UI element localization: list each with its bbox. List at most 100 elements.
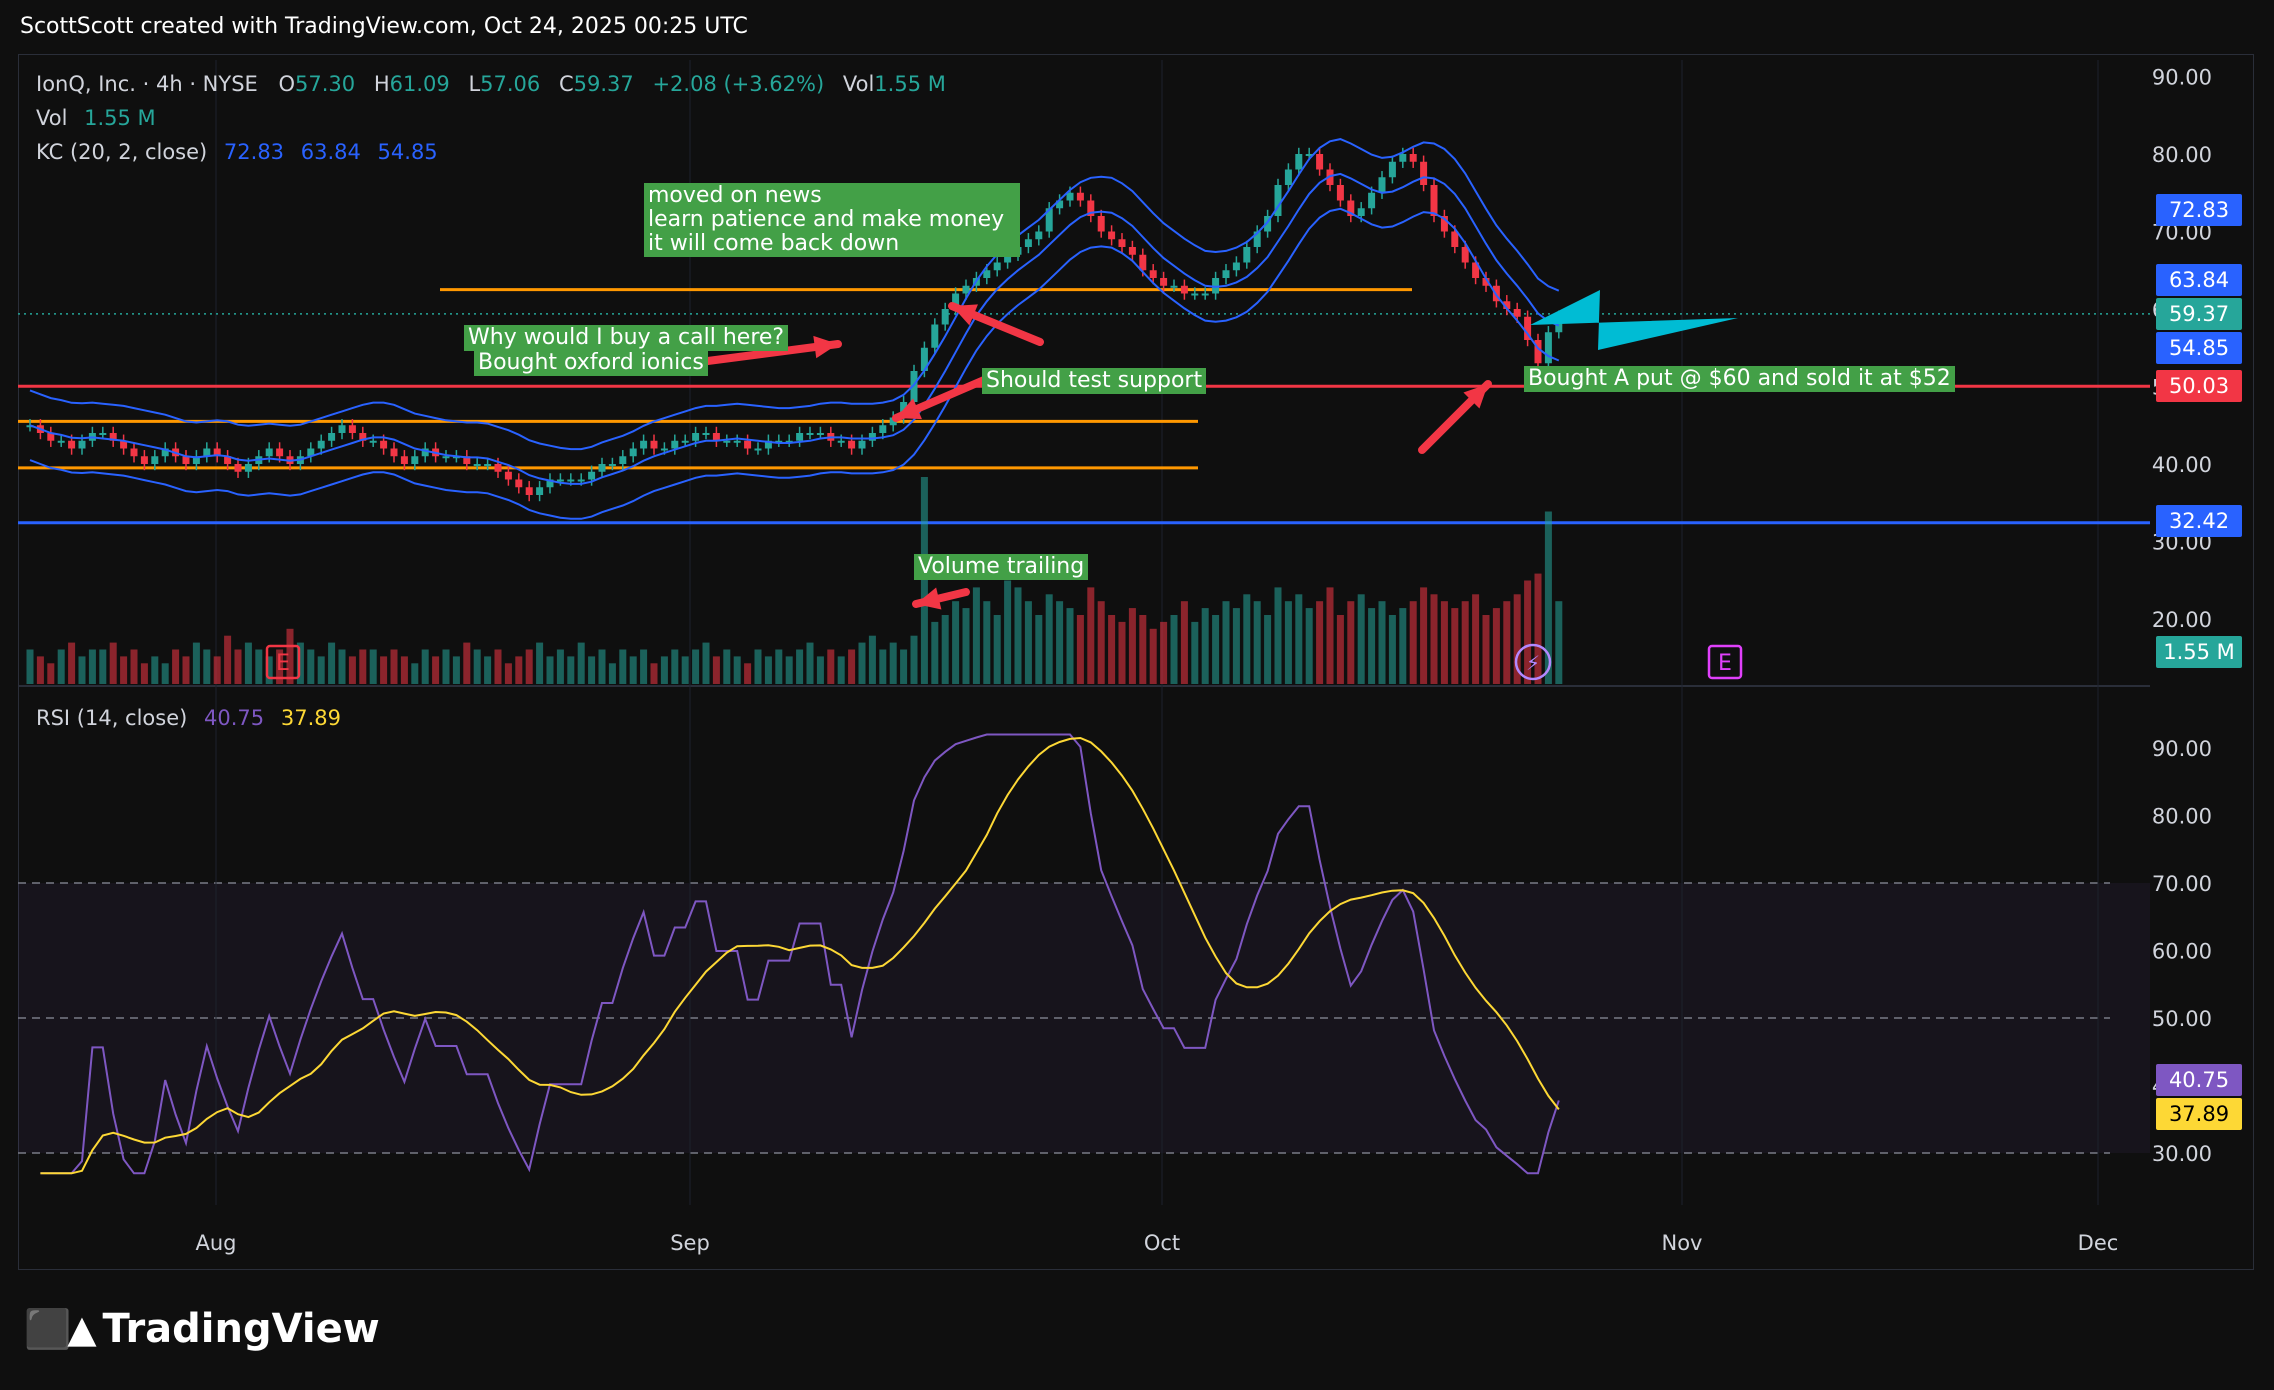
candle-body — [837, 440, 845, 443]
candle-body — [723, 440, 731, 443]
volume-legend: Vol 1.55 M — [36, 106, 156, 130]
ohlc-legend: IonQ, Inc. · 4h · NYSE O57.30 H61.09 L57… — [36, 72, 946, 96]
annotation-bought-put[interactable]: Bought A put @ $60 and sold it at $52 — [1524, 366, 1955, 392]
candle-body — [879, 425, 887, 433]
candle-body — [78, 440, 86, 449]
badge-kc-lower: 54.85 — [2156, 332, 2242, 364]
candle-body — [588, 471, 596, 480]
candle-body — [744, 440, 752, 449]
candle-body — [858, 440, 866, 449]
volume-bar — [172, 649, 180, 684]
arrow-moved-news-head — [952, 304, 978, 326]
volume-bar — [848, 649, 856, 684]
candle-body — [130, 448, 138, 457]
rsi-tick-label-1: 80.00 — [2152, 805, 2212, 829]
volume-bar — [608, 663, 616, 684]
candle-body — [504, 471, 512, 480]
rsi-legend: RSI (14, close) 40.75 37.89 — [36, 706, 341, 730]
candle-body — [702, 433, 710, 435]
volume-bar — [1108, 615, 1116, 684]
candle-body — [806, 433, 814, 435]
volume-bar — [1212, 615, 1220, 684]
volume-bar — [1160, 621, 1168, 684]
volume-bar — [1097, 601, 1105, 684]
volume-bar — [702, 642, 710, 684]
kc-mid-line — [29, 172, 1560, 485]
candle-body — [952, 293, 960, 309]
volume-bar — [1399, 608, 1407, 684]
symbol-label[interactable]: IonQ, Inc. · 4h · NYSE — [36, 72, 258, 96]
x-tick-label-1: Sep — [670, 1231, 710, 1255]
candle-body — [1388, 161, 1396, 178]
volume-bar — [619, 649, 627, 684]
candle-body — [1108, 231, 1116, 240]
annotation-moved-on-news[interactable]: moved on news learn patience and make mo… — [644, 183, 1020, 257]
candle-body — [1336, 185, 1344, 201]
volume-bar — [400, 656, 408, 684]
vol-row-label[interactable]: Vol — [36, 106, 68, 130]
volume-bar — [1232, 608, 1240, 684]
volume-bar — [130, 649, 138, 684]
volume-bar — [1409, 601, 1417, 684]
annotation-why-call[interactable]: Why would I buy a call here? — [464, 325, 789, 351]
volume-bar — [494, 649, 502, 684]
candle-body — [1451, 231, 1459, 247]
volume-bar — [1243, 594, 1251, 684]
badge-blue-line: 32.42 — [2156, 505, 2242, 537]
rsi-label[interactable]: RSI (14, close) — [36, 706, 188, 730]
candle-body — [1472, 262, 1480, 278]
candle-body — [182, 456, 190, 464]
volume-bar — [286, 628, 294, 684]
volume-bar — [36, 656, 44, 684]
candle-body — [1004, 254, 1012, 263]
open-label: O — [278, 72, 296, 96]
volume-bar — [1128, 608, 1136, 684]
close-label: C — [558, 72, 574, 96]
volume-bar — [598, 649, 606, 684]
badge-last-price: 59.37 — [2156, 298, 2242, 330]
candle-body — [1180, 285, 1188, 294]
candle-body — [1264, 216, 1272, 232]
annotation-volume-trailing[interactable]: Volume trailing — [914, 554, 1089, 580]
volume-bar — [88, 649, 96, 684]
candle-body — [567, 479, 575, 482]
annotation-test-support[interactable]: Should test support — [982, 368, 1207, 394]
volume-bar — [1305, 608, 1313, 684]
volume-bar — [962, 608, 970, 684]
volume-bar — [1087, 587, 1095, 684]
volume-bar — [754, 649, 762, 684]
annotation-bought-oxford[interactable]: Bought oxford ionics — [474, 350, 708, 376]
volume-bar — [900, 649, 908, 684]
volume-bar — [57, 649, 65, 684]
candle-body — [68, 440, 76, 449]
volume-bar — [650, 663, 658, 684]
kc-label[interactable]: KC (20, 2, close) — [36, 140, 208, 164]
kc-mid-value: 63.84 — [300, 140, 361, 164]
tradingview-mark-icon: ⬛▲ — [24, 1306, 97, 1351]
close-value: 59.37 — [573, 72, 634, 96]
candle-body — [151, 456, 159, 464]
volume-bar — [276, 649, 284, 684]
candle-body — [307, 448, 315, 457]
volume-bar — [920, 477, 928, 684]
volume-bar — [359, 649, 367, 684]
rsi-line — [40, 733, 1560, 1175]
volume-bar — [1180, 601, 1188, 684]
volume-bar — [151, 656, 159, 684]
volume-bar — [68, 642, 76, 684]
volume-bar — [99, 649, 107, 684]
volume-bar — [307, 649, 315, 684]
arrow-volume-head — [916, 587, 942, 610]
tradingview-logo[interactable]: ⬛▲ TradingView — [24, 1306, 380, 1352]
volume-bar — [1284, 601, 1292, 684]
candle-body — [244, 464, 252, 472]
price-tick-label-5: 40.00 — [2152, 453, 2212, 477]
earnings-icon-nov-letter: E — [1718, 651, 1732, 676]
change-value: +2.08 (+3.62%) — [652, 72, 825, 96]
kc-lower-line — [29, 207, 1560, 520]
volume-bar — [952, 601, 960, 684]
candle-body — [1482, 278, 1490, 286]
volume-bar — [328, 642, 336, 684]
candle-body — [473, 464, 481, 466]
